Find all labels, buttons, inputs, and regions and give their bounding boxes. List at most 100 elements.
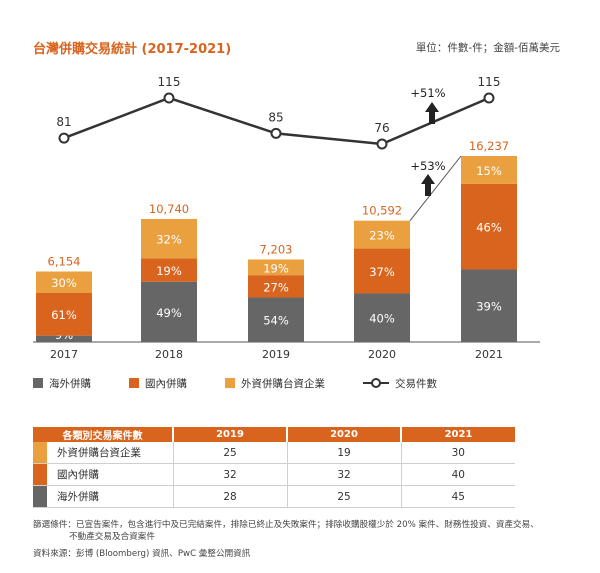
legend-line-marker-icon [363, 378, 389, 388]
total-label-2021: 16,237 [469, 139, 509, 153]
row-label-text: 國內併購 [57, 469, 99, 481]
legend-item-domestic: 國內併購 [129, 376, 187, 391]
row-color-bar [33, 464, 47, 485]
table-cell: 40 [401, 463, 515, 486]
bar-segment-overseas-2021 [461, 269, 517, 342]
bar-segment-overseas-2019 [248, 297, 304, 342]
table-cell: 19 [287, 442, 402, 464]
table-cell: 32 [287, 463, 402, 486]
ma-chart: 9%61%30%6,154201749%19%32%10,740201854%2… [33, 75, 540, 361]
case-count-table: 各類別交易案件數 2019 2020 2021 外資併購台資企業 25 19 3… [33, 427, 515, 508]
segment-label-domestic-2017: 61% [51, 308, 77, 322]
row-label-text: 外資併購台資企業 [57, 447, 141, 459]
deal-count-label-2021: 115 [478, 75, 501, 89]
criteria-line-2: 不動產交易及合資案件 [69, 532, 155, 542]
bar-segment-domestic-2020 [354, 248, 410, 294]
table-row-label: 海外併購 [33, 485, 174, 508]
bar-segment-domestic-2019 [248, 275, 304, 298]
segment-label-inbound-2018: 32% [156, 233, 182, 247]
table-header-row: 各類別交易案件數 2019 2020 2021 [33, 427, 515, 442]
table-cell: 30 [401, 442, 515, 464]
legend: 海外併購 國內併購 外資併購台資企業 交易件數 [33, 374, 475, 392]
bar-segment-overseas-2020 [354, 293, 410, 342]
deal-count-label-2017: 81 [56, 115, 71, 129]
x-tick-label-2019: 2019 [262, 348, 290, 361]
segment-label-inbound-2017: 30% [51, 276, 77, 290]
growth-connector-line [409, 155, 462, 221]
table-header-2019: 2019 [173, 427, 288, 442]
bar-segment-overseas-2017 [36, 335, 92, 342]
segment-label-inbound-2021: 15% [476, 164, 502, 178]
total-label-2017: 6,154 [48, 255, 81, 269]
legend-item-overseas: 海外併購 [33, 376, 91, 391]
total-label-2020: 10,592 [362, 204, 402, 218]
x-tick-label-2018: 2018 [155, 348, 183, 361]
legend-label-inbound: 外資併購台資企業 [241, 377, 325, 390]
chart-title: 台灣併購交易統計 (2017-2021) [33, 42, 232, 57]
total-label-2018: 10,740 [149, 202, 189, 216]
deal-count-label-2018: 115 [158, 75, 181, 89]
segment-label-overseas-2020: 40% [369, 312, 395, 326]
table-cell: 25 [287, 485, 402, 508]
legend-label-deal-count: 交易件數 [395, 377, 437, 390]
segment-label-inbound-2020: 23% [369, 229, 395, 243]
bar-segment-domestic-2021 [461, 183, 517, 270]
total-label-2019: 7,203 [260, 242, 293, 256]
row-color-bar [33, 486, 47, 507]
table-row-label: 國內併購 [33, 463, 174, 486]
deal-count-point-2018 [163, 92, 175, 104]
bar-segment-inbound-2019 [248, 259, 304, 276]
criteria-line-1: 篩選條件：已宣告案件，包含進行中及已完結案件，排除已終止及失敗案件；排除收購股權… [33, 520, 539, 530]
bar-segment-inbound-2021 [461, 156, 517, 184]
legend-item-inbound: 外資併購台資企業 [225, 376, 325, 391]
segment-label-overseas-2019: 54% [263, 314, 289, 328]
table-header-2020: 2020 [287, 427, 402, 442]
bar-segment-domestic-2017 [36, 292, 92, 336]
legend-label-domestic: 國內併購 [145, 377, 187, 390]
segment-label-domestic-2019: 27% [263, 280, 289, 294]
deal-count-point-2020 [376, 138, 388, 150]
table-header-2021: 2021 [401, 427, 515, 442]
legend-label-overseas: 海外併購 [49, 377, 91, 390]
segment-label-domestic-2021: 46% [476, 221, 502, 235]
row-label-text: 海外併購 [57, 491, 99, 503]
table-row-label: 外資併購台資企業 [33, 442, 174, 464]
deal-count-label-2020: 76 [374, 121, 389, 135]
deal-count-point-2019 [270, 127, 282, 139]
x-tick-label-2017: 2017 [50, 348, 78, 361]
bar-segment-domestic-2018 [141, 258, 197, 282]
bar-segment-inbound-2018 [141, 218, 197, 259]
table-cell: 45 [401, 485, 515, 508]
x-tick-label-2020: 2020 [368, 348, 396, 361]
x-tick-label-2021: 2021 [475, 348, 503, 361]
segment-label-domestic-2020: 37% [369, 265, 395, 279]
deal-count-point-2021 [483, 92, 495, 104]
table-row: 海外併購 28 25 45 [33, 485, 515, 508]
up-arrow-icon [425, 102, 439, 124]
legend-swatch-overseas [33, 378, 43, 388]
legend-item-deal-count: 交易件數 [363, 376, 437, 391]
table-row: 國內併購 32 32 40 [33, 463, 515, 486]
segment-label-overseas-2021: 39% [476, 300, 502, 314]
bar-segment-inbound-2017 [36, 271, 92, 293]
legend-swatch-domestic [129, 378, 139, 388]
bar-growth-annotation: +53% [410, 159, 445, 173]
segment-label-overseas-2018: 49% [156, 306, 182, 320]
row-color-bar [33, 442, 47, 463]
segment-label-inbound-2019: 19% [263, 261, 289, 275]
table-header-category: 各類別交易案件數 [33, 427, 174, 442]
line-growth-annotation: +51% [410, 86, 445, 100]
deal-count-point-2017 [58, 132, 70, 144]
bar-segment-inbound-2020 [354, 220, 410, 249]
up-arrow-icon [421, 174, 435, 196]
table-cell: 28 [173, 485, 288, 508]
criteria-note: 篩選條件：已宣告案件，包含進行中及已完結案件，排除已終止及失敗案件；排除收購股權… [33, 519, 573, 543]
bar-segment-overseas-2018 [141, 281, 197, 342]
table-cell: 25 [173, 442, 288, 464]
source-note: 資料來源：彭博 (Bloomberg) 資訊、PwC 彙整公開資訊 [33, 549, 251, 559]
deal-count-label-2019: 85 [268, 110, 283, 124]
units-note: 單位：件數-件；金額-佰萬美元 [415, 42, 560, 54]
table-row: 外資併購台資企業 25 19 30 [33, 442, 515, 464]
legend-swatch-inbound [225, 378, 235, 388]
segment-label-domestic-2018: 19% [156, 264, 182, 278]
